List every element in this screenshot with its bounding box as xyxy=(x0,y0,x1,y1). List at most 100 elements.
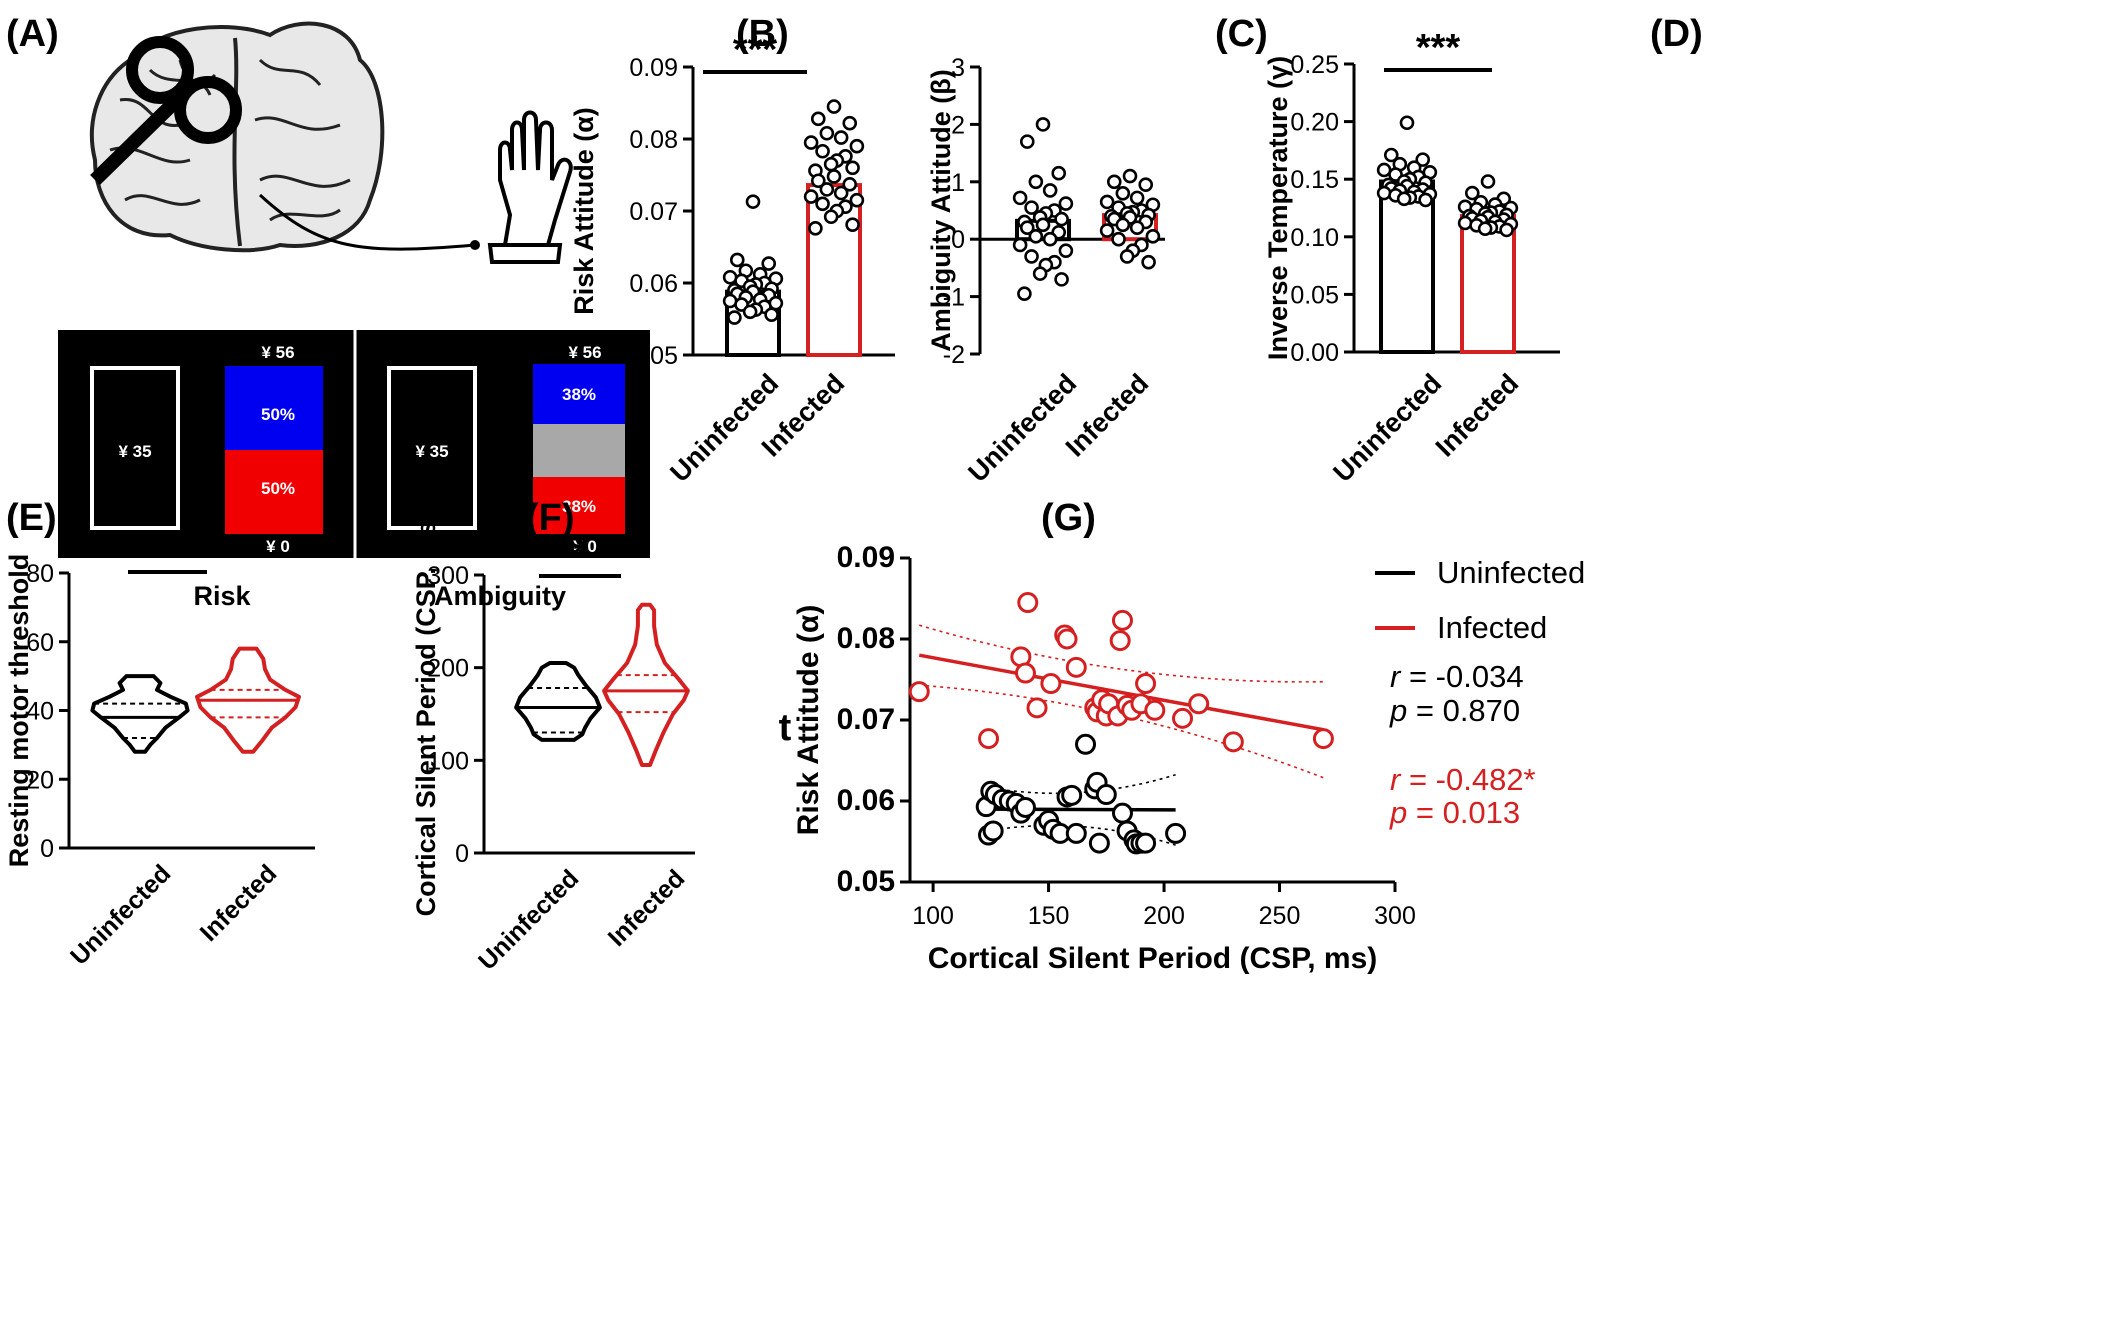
reference-box xyxy=(387,366,477,530)
data-point xyxy=(1019,134,1035,149)
data-point xyxy=(1383,147,1399,163)
data-point xyxy=(1028,229,1044,244)
risk-bottom-amount: ¥ 0 xyxy=(266,537,290,556)
data-point xyxy=(845,217,860,232)
ci-band-upper xyxy=(986,773,1176,795)
x-axis-label: Cortical Silent Period (CSP, ms) xyxy=(928,942,1378,975)
data-point xyxy=(1058,243,1074,258)
y-axis-label: Resting motor threshold xyxy=(4,554,34,868)
panel-label-e: (E) xyxy=(6,497,57,539)
x-tick-label-uninfected: Uninfected xyxy=(1327,368,1447,488)
data-point xyxy=(823,209,839,225)
data-point xyxy=(1111,609,1133,631)
ci-band-upper xyxy=(919,624,1324,683)
y-tick-label: 300 xyxy=(427,562,469,590)
data-point xyxy=(1138,177,1154,192)
y-tick-label: 0.00 xyxy=(1290,339,1339,367)
data-point xyxy=(1135,673,1157,695)
data-point xyxy=(1106,174,1122,190)
data-point xyxy=(1119,249,1135,264)
data-point xyxy=(742,304,758,320)
y-tick-label: 0.06 xyxy=(629,270,678,298)
data-point xyxy=(833,130,849,145)
data-point xyxy=(826,99,842,114)
data-point xyxy=(1399,115,1415,131)
y-tick-label: 0.06 xyxy=(837,784,895,817)
y-tick-label: 40 xyxy=(26,698,54,726)
y-tick-label: 0.07 xyxy=(837,703,895,736)
data-point xyxy=(808,220,823,236)
data-point xyxy=(1099,194,1115,210)
data-point xyxy=(803,135,819,150)
data-point xyxy=(819,125,835,141)
data-point xyxy=(842,177,858,192)
y-tick-label: 0.05 xyxy=(1290,281,1339,309)
data-point xyxy=(761,256,777,271)
risk-trial: ¥ 35 ¥ 56 50% 50% ¥ 0 xyxy=(90,343,323,556)
data-point xyxy=(1035,217,1051,233)
y-tick-label: -2 xyxy=(943,341,965,369)
data-point xyxy=(1012,190,1028,206)
x-tick-label-uninfected: Uninfected xyxy=(473,864,584,975)
risk-ref-amount: ¥ 35 xyxy=(118,442,151,461)
data-point xyxy=(1376,185,1392,201)
panel-label-d: (D) xyxy=(1650,13,1703,55)
amb-red-segment xyxy=(533,477,625,534)
y-tick-label: 0.10 xyxy=(1290,224,1339,252)
y-axis-label: Inverse Temperature (γ) xyxy=(1263,56,1293,360)
x-tick-label: 150 xyxy=(1028,902,1070,930)
data-point xyxy=(1075,733,1097,755)
data-point xyxy=(908,681,930,703)
y-tick-label: 0.05 xyxy=(837,865,895,898)
amb-ref-amount: ¥ 35 xyxy=(415,442,448,461)
panel-a: (A) ¥ 35 ¥ 56 50% xyxy=(6,13,650,611)
stat-p-uninfected: p = 0.870 xyxy=(1389,693,1520,728)
y-tick-label: 0.25 xyxy=(1290,51,1339,79)
data-point xyxy=(1099,223,1115,238)
y-axis-label: Risk Attitude (α) xyxy=(792,605,825,836)
data-point xyxy=(1135,832,1157,854)
y-tick-label: 100 xyxy=(427,747,469,775)
data-point xyxy=(1499,222,1514,238)
x-tick-label-infected: Infected xyxy=(603,864,691,952)
y-tick-label: 0.09 xyxy=(629,54,678,82)
data-point xyxy=(845,160,860,176)
legend-label-infected: Infected xyxy=(1437,610,1547,645)
data-point xyxy=(982,820,1004,842)
data-point xyxy=(1457,215,1473,231)
panel-label-c: (C) xyxy=(1215,13,1268,55)
ambiguity-caption: Ambiguity xyxy=(434,581,566,611)
y-tick-label: 0.09 xyxy=(837,541,895,574)
x-tick-label-infected: Infected xyxy=(195,859,283,947)
data-point xyxy=(1054,211,1069,227)
data-point xyxy=(849,192,865,208)
y-axis-label: Cortical Silent Period (CSP, ms) xyxy=(411,512,441,917)
data-point xyxy=(764,307,779,322)
data-point xyxy=(1014,662,1036,684)
y-tick-label: -1 xyxy=(943,284,965,312)
stray-text: t xyxy=(779,707,792,749)
data-point xyxy=(1065,822,1087,844)
y-tick-label: 1 xyxy=(951,169,965,197)
y-tick-label: 0 xyxy=(455,840,469,868)
data-point xyxy=(1017,592,1039,614)
data-point xyxy=(1396,191,1412,207)
data-point xyxy=(842,115,858,131)
data-point xyxy=(849,138,865,154)
data-point xyxy=(1014,796,1036,818)
amb-gray-segment xyxy=(533,424,625,477)
data-point xyxy=(833,185,849,201)
data-point xyxy=(1111,231,1126,247)
y-tick-label: 0.07 xyxy=(629,198,678,226)
data-point xyxy=(810,173,826,189)
data-point xyxy=(1051,165,1067,181)
data-point xyxy=(1464,185,1480,201)
y-axis-label: Ambiguity Attitude (β) xyxy=(926,69,956,351)
amb-blue-segment xyxy=(533,364,625,424)
data-point xyxy=(826,169,842,184)
y-tick-label: 0.08 xyxy=(629,126,678,154)
